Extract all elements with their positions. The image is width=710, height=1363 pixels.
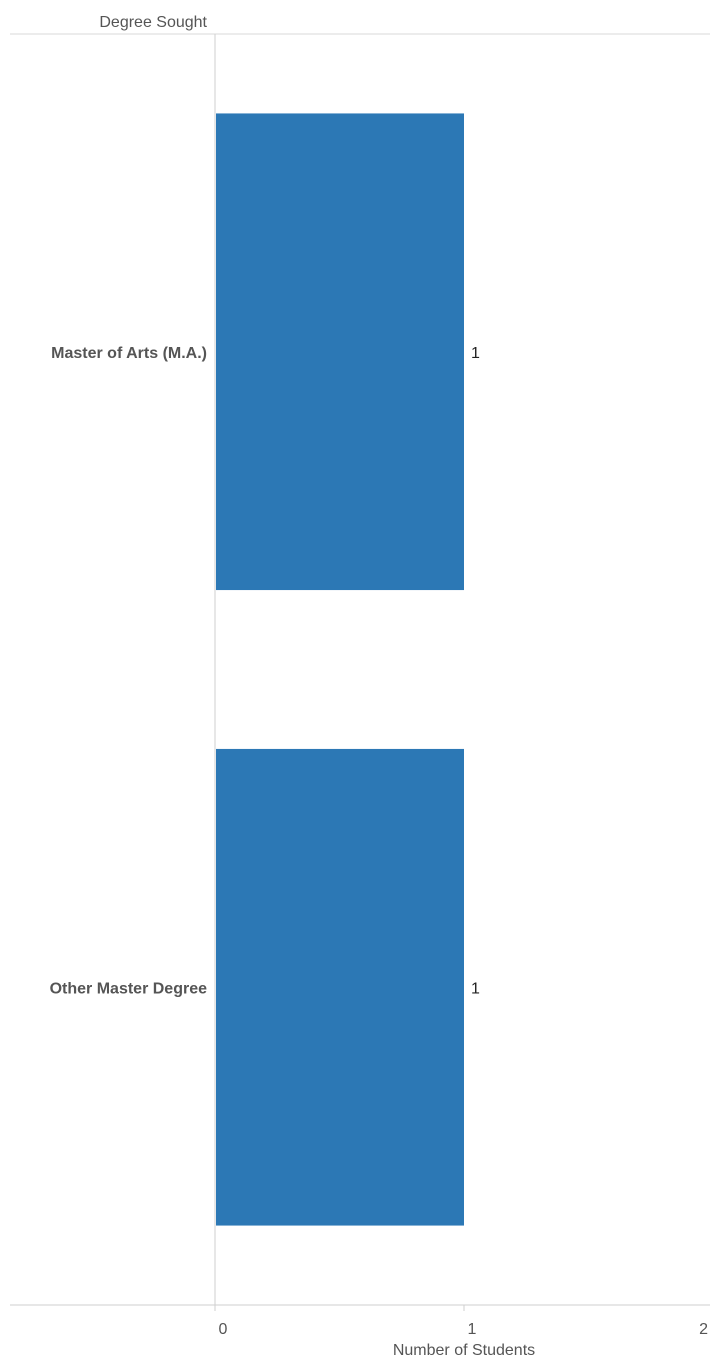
x-tick-label-0: 0 xyxy=(219,1321,228,1338)
data-labels: 11 xyxy=(471,345,480,998)
data-label-1: 1 xyxy=(471,345,480,362)
bar-1[interactable] xyxy=(216,113,464,591)
x-axis-ticks: 0 1 2 xyxy=(214,1305,708,1338)
x-axis-title: Number of Students xyxy=(393,1342,535,1359)
row-header: Degree Sought xyxy=(99,14,207,31)
x-tick-label-1: 1 xyxy=(468,1321,477,1338)
category-labels: Master of Arts (M.A.) Other Master Degree xyxy=(50,345,207,998)
category-label-2: Other Master Degree xyxy=(50,980,207,997)
bars xyxy=(216,113,464,1226)
x-tick-label-2: 2 xyxy=(699,1321,708,1338)
category-label-1: Master of Arts (M.A.) xyxy=(51,345,207,362)
bar-2[interactable] xyxy=(216,748,464,1226)
data-label-2: 1 xyxy=(471,980,480,997)
